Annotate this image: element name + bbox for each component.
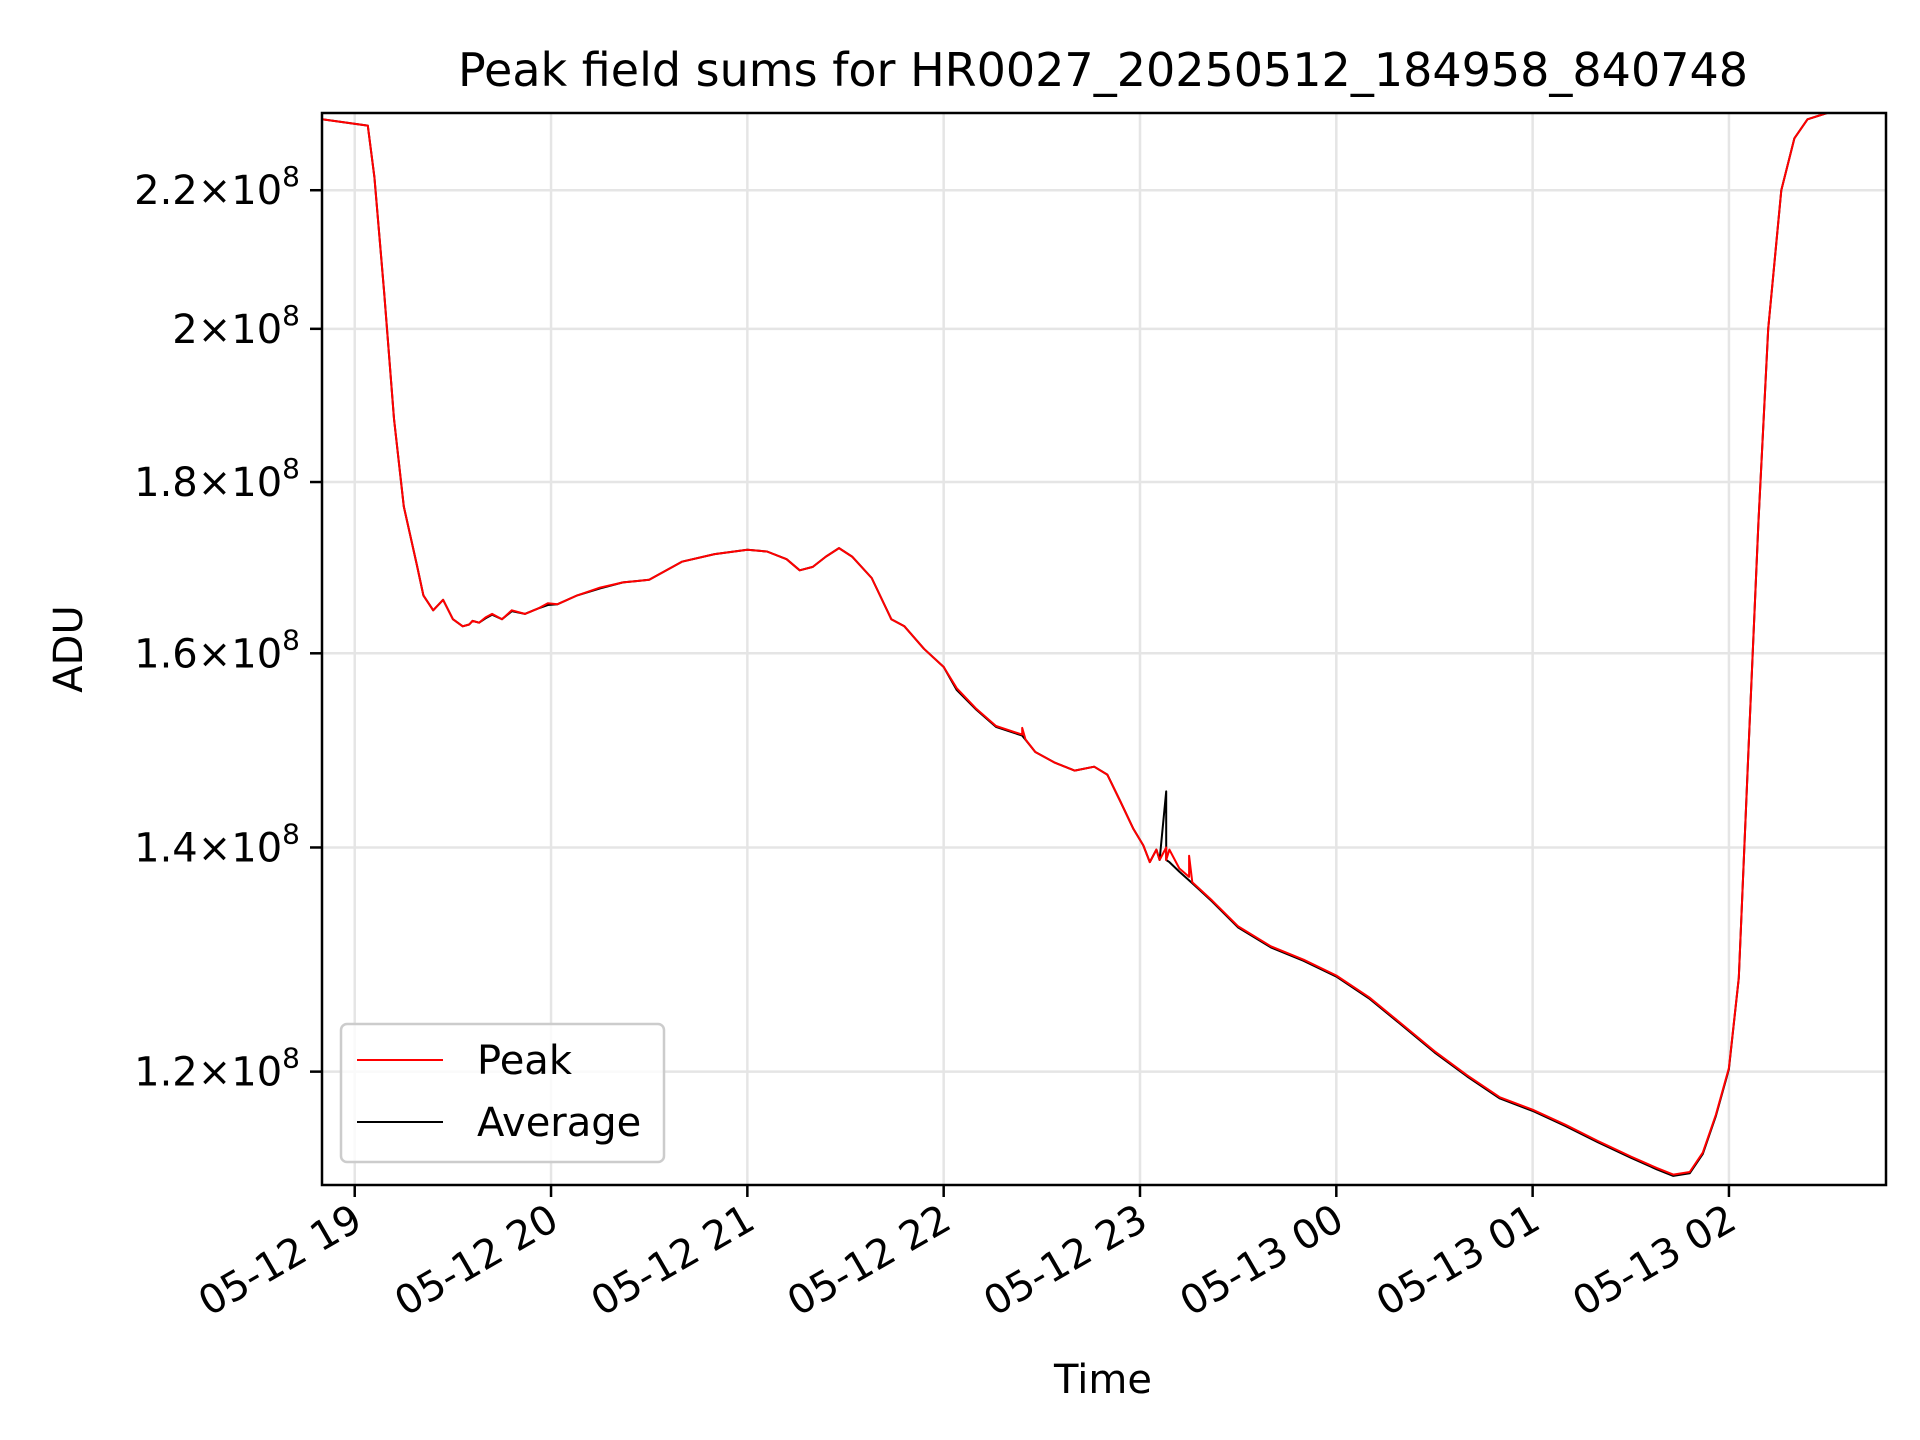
legend-box bbox=[339, 1022, 666, 1164]
y-tick-label: 1.6×108 bbox=[134, 623, 300, 677]
series-layer bbox=[321, 112, 1886, 1177]
legend-label-peak: Peak bbox=[477, 1038, 573, 1084]
grid bbox=[322, 113, 1886, 1185]
legend: Peak Average bbox=[339, 1022, 666, 1164]
y-tick-label: 1.8×108 bbox=[134, 452, 300, 506]
y-axis-label: ADU bbox=[46, 605, 92, 692]
y-tick-label: 2.2×108 bbox=[134, 160, 300, 214]
x-axis-label: Time bbox=[1053, 1357, 1152, 1403]
legend-label-average: Average bbox=[477, 1100, 641, 1146]
y-tick-label: 1.2×108 bbox=[134, 1042, 300, 1096]
plot-area-frame bbox=[320, 111, 1888, 1187]
series-line-peak bbox=[321, 112, 1886, 1176]
y-tick-label: 1.4×108 bbox=[134, 817, 300, 871]
y-tick-label: 2×108 bbox=[172, 299, 300, 353]
chart-title: Peak field sums for HR0027_20250512_1849… bbox=[458, 43, 1748, 97]
